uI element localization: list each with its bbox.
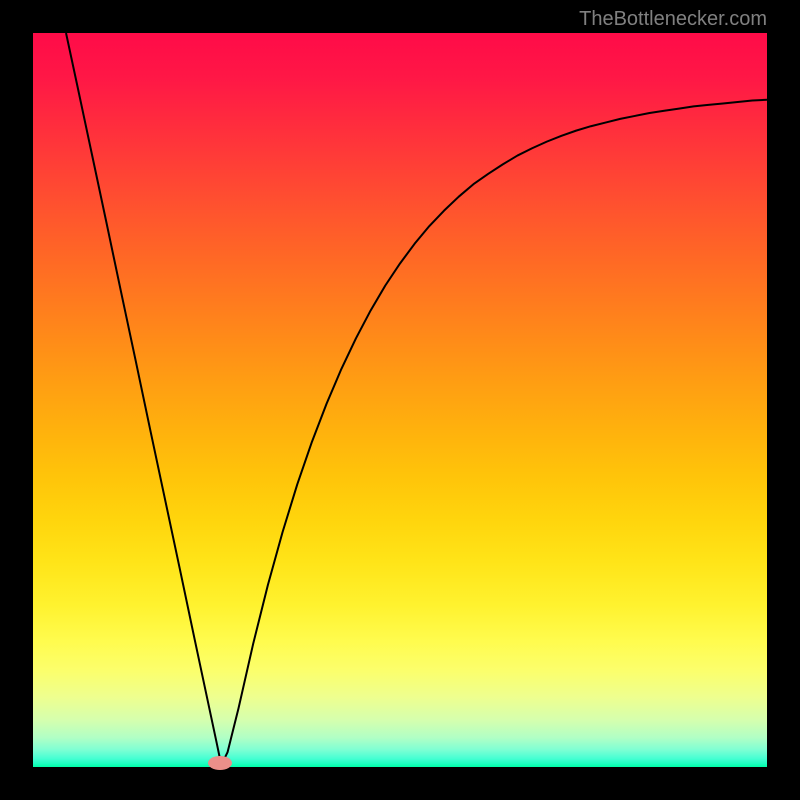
- bottleneck-chart: [33, 33, 767, 767]
- minimum-marker: [208, 756, 232, 770]
- chart-stage: TheBottlenecker.com: [0, 0, 800, 800]
- watermark-text: TheBottlenecker.com: [579, 8, 767, 31]
